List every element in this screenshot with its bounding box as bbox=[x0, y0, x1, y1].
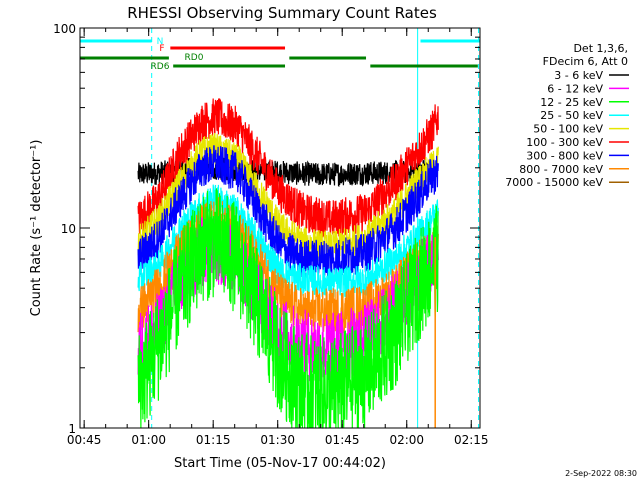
legend-header: Det 1,3,6, bbox=[573, 42, 628, 55]
legend-label: 3 - 6 keV bbox=[554, 69, 603, 82]
x-tick-label: 01:30 bbox=[260, 433, 295, 447]
legend-label: 7000 - 15000 keV bbox=[505, 176, 603, 189]
x-tick-label: 00:45 bbox=[67, 433, 102, 447]
series-line-1 bbox=[137, 98, 439, 238]
legend-label: 800 - 7000 keV bbox=[519, 163, 603, 176]
legend-label: 6 - 12 keV bbox=[547, 82, 603, 95]
y-tick-label: 10 bbox=[61, 222, 76, 236]
y-tick-label: 100 bbox=[53, 22, 76, 36]
x-tick-label: 01:15 bbox=[196, 433, 231, 447]
chart-title: RHESSI Observing Summary Count Rates bbox=[127, 4, 437, 22]
x-axis-label: Start Time (05-Nov-17 00:44:02) bbox=[174, 456, 386, 471]
legend-label: 100 - 300 keV bbox=[526, 136, 603, 149]
flag-label-rd6: RD6 bbox=[151, 62, 170, 72]
y-axis-label: Count Rate (s⁻¹ detector⁻¹) bbox=[29, 140, 44, 317]
legend-label: 300 - 800 keV bbox=[526, 149, 603, 162]
flag-label-f: F bbox=[159, 44, 164, 54]
series-line-3 bbox=[137, 145, 439, 279]
flag-label-n: N bbox=[157, 37, 164, 47]
series-line-7 bbox=[137, 188, 439, 429]
series-line-4 bbox=[137, 184, 439, 299]
legend-label: 50 - 100 keV bbox=[533, 123, 603, 136]
x-tick-label: 01:00 bbox=[131, 433, 166, 447]
x-tick-label: 02:00 bbox=[389, 433, 424, 447]
legend-header: FDecim 6, Att 0 bbox=[543, 55, 628, 68]
timestamp: 2-Sep-2022 08:30 bbox=[565, 469, 637, 478]
x-tick-label: 01:45 bbox=[325, 433, 360, 447]
flag-label-rd0: RD0 bbox=[185, 53, 204, 63]
legend-label: 25 - 50 keV bbox=[540, 109, 603, 122]
legend-label: 12 - 25 keV bbox=[540, 96, 603, 109]
x-tick-label: 02:15 bbox=[454, 433, 489, 447]
y-tick-label: 1 bbox=[68, 422, 76, 436]
